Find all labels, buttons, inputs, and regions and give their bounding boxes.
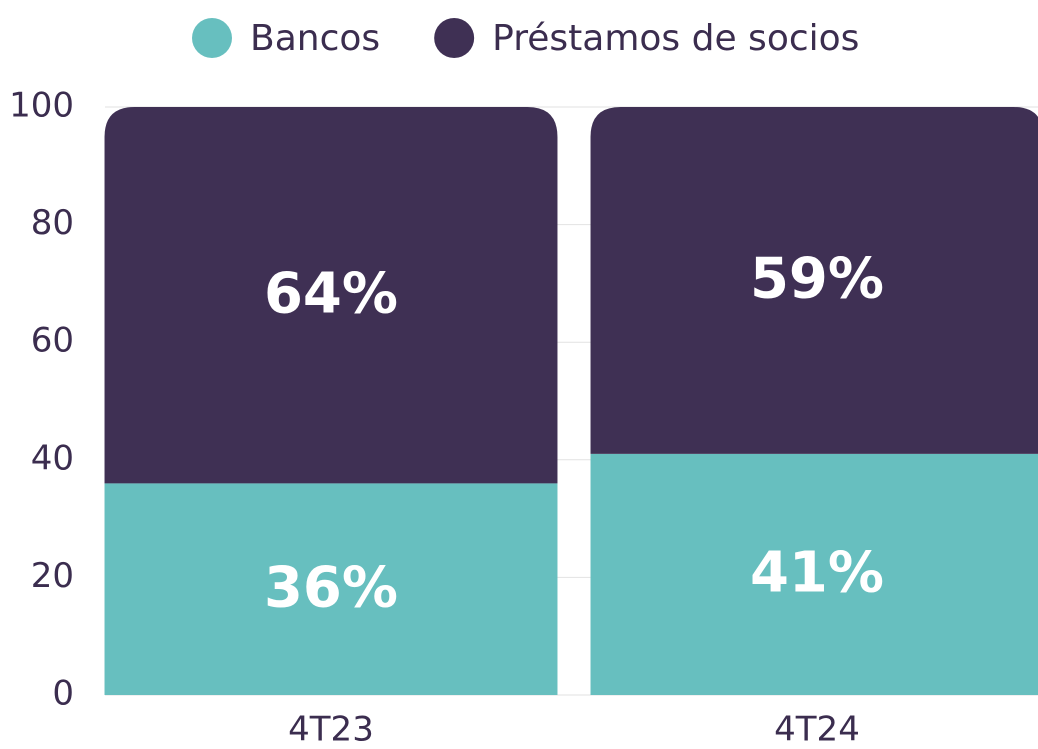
- legend-marker: [192, 18, 232, 58]
- bar-segment: [590, 453, 1038, 695]
- value-label: 36%: [264, 555, 398, 620]
- y-tick-label: 20: [31, 556, 74, 596]
- y-tick-label: 100: [9, 86, 74, 126]
- legend-marker: [434, 18, 475, 58]
- bar-segment: [104, 483, 558, 695]
- bar-segment: [104, 107, 558, 484]
- x-tick-label: 4T23: [288, 710, 374, 749]
- bar-segment: [590, 107, 1038, 454]
- y-tick-label: 60: [31, 321, 74, 361]
- y-tick-label: 40: [31, 438, 74, 478]
- value-label: 59%: [750, 247, 884, 312]
- legend-label: Préstamos de socios: [492, 18, 859, 59]
- legend-label: Bancos: [250, 18, 380, 59]
- value-label: 64%: [264, 261, 398, 326]
- y-tick-label: 0: [52, 674, 74, 714]
- value-label: 41%: [750, 541, 884, 606]
- y-tick-label: 80: [31, 203, 74, 243]
- x-tick-label: 4T24: [774, 710, 860, 749]
